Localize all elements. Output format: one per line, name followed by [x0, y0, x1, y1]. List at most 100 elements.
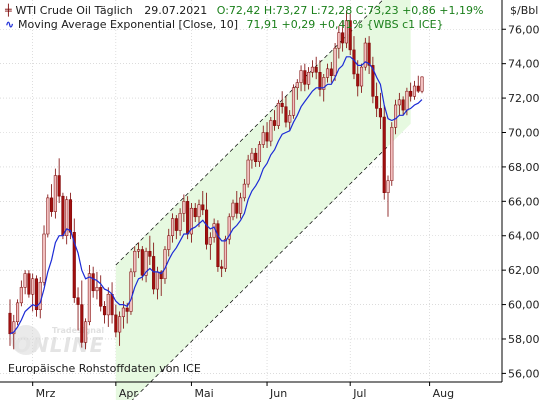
candle-body — [367, 42, 371, 66]
candle-body — [416, 85, 420, 92]
candle — [84, 318, 88, 350]
candle-body — [148, 250, 152, 257]
candle — [246, 154, 250, 188]
candle-body — [325, 68, 330, 78]
candle — [333, 43, 337, 81]
candle-body — [99, 287, 103, 307]
candle — [46, 194, 50, 238]
candle — [386, 175, 390, 217]
candle-body — [310, 66, 314, 73]
candle — [337, 25, 341, 59]
candle-body — [152, 256, 156, 290]
candle-body — [68, 199, 73, 233]
candle — [284, 96, 288, 128]
candle — [344, 10, 348, 49]
candle — [208, 232, 212, 260]
candle-body — [208, 237, 212, 245]
candle — [307, 67, 311, 90]
y-tick-label: 76,00 — [508, 23, 540, 36]
candle-body — [371, 65, 375, 97]
candle-body — [378, 108, 382, 118]
candle-body — [193, 207, 197, 218]
candle — [129, 268, 133, 315]
candle-body — [50, 197, 54, 212]
candle — [121, 301, 125, 329]
tradesignal-logo: Tradesignal ONLINE — [11, 325, 104, 357]
indicator-values: 71,91 +0,29 +0,41% {WBS c1 ICE} — [247, 18, 444, 31]
candle — [375, 82, 379, 118]
candle-body — [110, 293, 114, 316]
candle — [102, 301, 107, 324]
candle — [8, 299, 12, 346]
candle — [61, 192, 65, 240]
candle — [269, 117, 273, 147]
candle-body — [276, 102, 280, 126]
candle — [118, 311, 122, 346]
candle-body — [242, 183, 246, 199]
x-tick-label: Mai — [194, 387, 213, 400]
candle — [99, 275, 103, 312]
x-tick-label: Jul — [352, 387, 366, 400]
candle — [378, 92, 382, 130]
candle-body — [375, 96, 379, 109]
candle — [242, 178, 246, 202]
candle — [310, 60, 314, 78]
candle — [341, 20, 345, 52]
candle — [397, 92, 401, 116]
candle — [394, 99, 398, 135]
candle — [148, 235, 152, 265]
candle-body — [186, 201, 190, 235]
candle — [223, 235, 228, 272]
candle-body — [91, 273, 95, 292]
candle — [57, 158, 61, 204]
y-tick-label: 60,00 — [508, 299, 540, 312]
candle-body — [121, 307, 125, 317]
candle — [382, 104, 386, 200]
candle-body — [363, 42, 367, 68]
candle-body — [412, 85, 417, 97]
candle-body — [227, 216, 231, 240]
legend: ╪ WTI Crude Oil Täglich 29.07.2021 O:72,… — [4, 3, 483, 31]
candle-body — [288, 115, 292, 123]
candle — [409, 82, 413, 102]
candle-body — [87, 273, 91, 323]
candle — [235, 191, 239, 219]
candle — [159, 270, 163, 296]
candle-body — [246, 159, 250, 185]
symbol-glyph: ╪ — [4, 3, 15, 17]
candle-body — [76, 297, 80, 305]
candle-body — [295, 82, 299, 89]
candle — [189, 203, 193, 243]
candle — [261, 125, 265, 148]
candle-body — [80, 304, 84, 343]
watermark-small-text: Tradesignal — [52, 326, 104, 335]
candle — [363, 37, 367, 71]
candle — [367, 36, 371, 74]
x-tick-label: Apr — [119, 387, 139, 400]
channel-fill — [115, 0, 411, 400]
candle-body — [19, 287, 23, 304]
candle-body — [344, 20, 348, 44]
x-tick-label: Aug — [433, 387, 454, 400]
candle — [23, 270, 27, 295]
candle-body — [337, 32, 341, 49]
candle — [416, 75, 420, 93]
y-axis-unit: $/Bbl — [510, 4, 538, 17]
candle — [95, 271, 99, 300]
candle-body — [201, 204, 205, 211]
y-tick-label: 56,00 — [508, 367, 540, 380]
x-ticks: Mrz Apr Mai Jun Jul Aug — [32, 382, 454, 400]
candle-body — [303, 70, 307, 85]
x-tick-label: Mrz — [36, 387, 56, 400]
candle-body — [16, 302, 20, 323]
candle-body — [174, 218, 178, 231]
candle-body — [159, 271, 163, 280]
candle-body — [27, 273, 31, 295]
y-axis: $/Bbl 56,00 58,00 60,00 62,00 64,00 66,00 68,0… — [501, 0, 540, 382]
candle — [144, 247, 148, 283]
candle — [76, 287, 80, 331]
candle — [170, 213, 175, 243]
y-tick-label: 68,00 — [508, 161, 540, 174]
candle — [197, 199, 201, 228]
source-note: Europäische Rohstoffdaten von ICE — [8, 362, 201, 375]
